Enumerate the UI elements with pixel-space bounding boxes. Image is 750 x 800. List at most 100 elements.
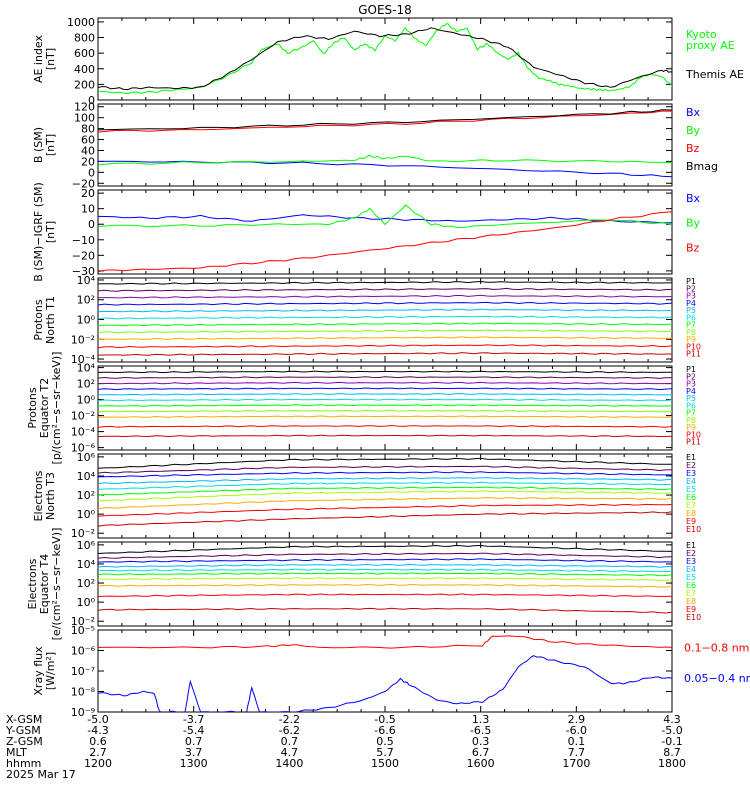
y-axis-label: [nT] [44,48,57,70]
legend-label: P4 [686,299,696,308]
panel-7: 10⁻² 10⁰ 10² 10⁴ 10⁶ Electrons Equator T4 [e/(c… [26,528,701,641]
ephemeris-value: 1500 [371,757,399,770]
legend-label: E10 [686,613,701,622]
legend-label: E2 [686,549,696,558]
ephemeris-label: MLT [6,746,27,759]
series-line-e8 [98,497,672,510]
ephemeris-value: 1.3 [472,713,490,726]
y-tick-label: −10 [72,234,95,247]
ephemeris-value: 6.7 [472,746,490,759]
legend-label: P5 [686,394,696,403]
legend-label: Themis AE [685,68,744,81]
series-line-e2 [98,552,672,559]
y-tick-label: 0 [88,166,95,179]
ephemeris-value: 1400 [275,757,303,770]
y-tick-label: 10⁶ [77,451,96,464]
legend-label: P11 [686,350,701,359]
ephemeris-value: -0.1 [661,735,682,748]
legend-label: P4 [686,387,696,396]
series-line-0-1-0-8-nm [98,635,672,649]
y-tick-label: 1000 [67,16,95,29]
y-tick-label: 10⁻⁷ [71,665,95,678]
series-line-p5 [98,308,672,313]
y-tick-label: 800 [74,32,95,45]
legend-label: Bx [686,192,701,205]
legend-label: 0.1−0.8 nm [684,641,749,654]
y-tick-label: 100 [74,112,95,125]
ephemeris-value: 0.5 [376,735,394,748]
series-line-bx [98,160,672,178]
series-line-p8 [98,409,672,413]
series-line-e10 [98,607,672,614]
legend-label: E6 [686,493,696,502]
y-axis-label: Xray flux [32,646,45,696]
y-axis-label: B (SM)−IGRF (SM) [32,182,45,282]
y-tick-label: 80 [81,123,95,136]
ephemeris-value: 1200 [84,757,112,770]
panel-frame [97,629,673,713]
y-tick-label: 10⁰ [77,394,96,407]
y-tick-label: 0 [88,218,95,231]
legend-label: E4 [686,477,696,486]
legend-label: By [686,217,701,230]
series-line-p9 [98,336,672,341]
y-tick-label: 20 [81,187,95,200]
y-tick-label: 600 [74,47,95,60]
y-tick-label: 10⁰ [77,596,96,609]
ephemeris-value: 8.7 [663,746,681,759]
legend-label: E7 [686,589,696,598]
legend-label: E10 [686,525,701,534]
y-tick-label: 10⁻⁴ [71,353,96,366]
ephemeris-value: -5.0 [661,724,682,737]
ephemeris-label: X-GSM [6,713,42,726]
y-tick-label: 10⁻² [71,410,95,423]
legend-label: E9 [686,517,696,526]
y-tick-label: 10⁻⁸ [71,686,96,699]
y-tick-label: 10⁴ [77,274,96,287]
series-line-bz [98,211,672,273]
y-tick-label: 200 [74,78,95,91]
ephemeris-value: 0.6 [89,735,107,748]
series-line-e3 [98,558,672,563]
ephemeris-value: 0.7 [185,735,203,748]
ephemeris-value: 4.3 [663,713,681,726]
plot-title: GOES-18 [358,3,412,17]
legend-label: P10 [686,430,701,439]
ephemeris-value: 1700 [562,757,590,770]
legend-label: P9 [686,423,696,432]
series-line-e4 [98,477,672,485]
y-tick-label: 10⁻² [71,333,95,346]
ephemeris-value: -3.7 [183,713,204,726]
panel-5: 10⁻⁶ 10⁻⁴ 10⁻² 10⁰ 10² 10⁴ Protons Equator T2 [p… [26,352,701,465]
series-line-e6 [98,572,672,577]
series-line-e6 [98,486,672,496]
series-line-p1 [98,370,672,374]
y-tick-label: 10⁻⁵ [71,624,95,637]
series-line-e1 [98,544,672,554]
legend-label: E4 [686,565,696,574]
legend-label: E6 [686,581,696,590]
ephemeris-value: 1600 [467,757,495,770]
legend-label: P10 [686,342,701,351]
series-line-e2 [98,465,672,474]
panel-frame [97,189,673,275]
y-tick-label: 40 [81,144,95,157]
ephemeris-value: -6.5 [470,724,491,737]
ephemeris-value: -2.2 [279,713,300,726]
legend-label: E8 [686,597,696,606]
y-tick-label: 60 [81,134,95,147]
ephemeris-value: 7.7 [568,746,586,759]
panel-frame [97,365,673,451]
y-axis-label: B (SM) [32,127,45,163]
y-axis-label: Protons [32,299,45,340]
legend-label: Bx [686,106,701,119]
series-line-kyoto-proxy-ae [98,23,672,95]
series-line-e5 [98,481,672,490]
ephemeris-label: hhmm [6,757,41,770]
y-tick-label: 10⁴ [77,362,96,375]
series-line-e9 [98,503,672,517]
legend-label: Bz [686,241,700,254]
y-tick-label: 10 [81,203,95,216]
ephemeris-value: -5.4 [183,724,204,737]
